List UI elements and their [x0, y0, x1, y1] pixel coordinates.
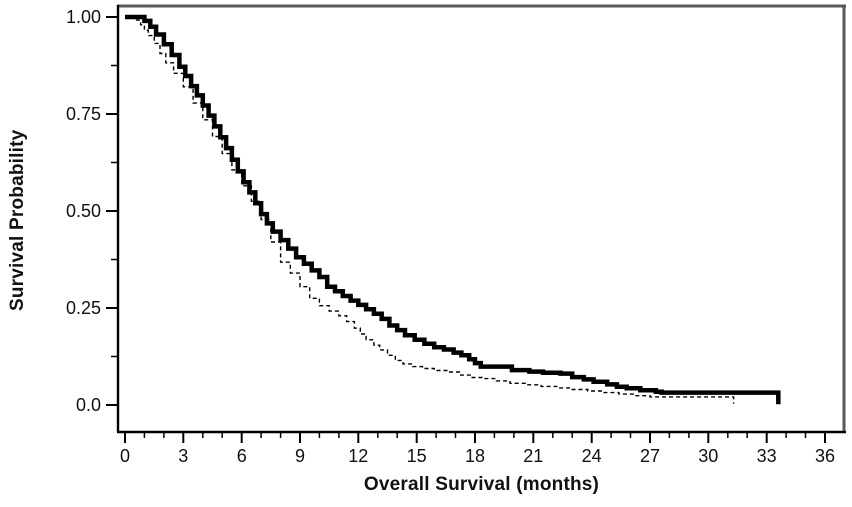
- x-tick-label: 27: [640, 446, 660, 466]
- x-tick-label: 9: [295, 446, 305, 466]
- x-tick-label: 6: [237, 446, 247, 466]
- x-tick-label: 18: [465, 446, 485, 466]
- x-tick-label: 21: [523, 446, 543, 466]
- y-tick-label: 1.00: [66, 7, 101, 27]
- x-axis-title: Overall Survival (months): [363, 474, 600, 495]
- y-tick-label: 0.50: [66, 201, 101, 221]
- x-tick-label: 3: [178, 446, 188, 466]
- y-axis-title: Survival Probability: [7, 129, 28, 311]
- x-tick-label: 30: [698, 446, 718, 466]
- survival-curve-dashed: [125, 16, 735, 404]
- survival-curve-solid: [125, 14, 781, 405]
- x-tick-label: 12: [348, 446, 368, 466]
- x-tick-label: 24: [582, 446, 602, 466]
- x-tick-label: 0: [120, 446, 130, 466]
- x-tick-label: 36: [815, 446, 835, 466]
- y-tick-label: 0.0: [76, 395, 101, 415]
- x-tick-label: 33: [757, 446, 777, 466]
- y-tick-label: 0.25: [66, 298, 101, 318]
- y-tick-label: 0.75: [66, 104, 101, 124]
- x-tick-label: 15: [407, 446, 427, 466]
